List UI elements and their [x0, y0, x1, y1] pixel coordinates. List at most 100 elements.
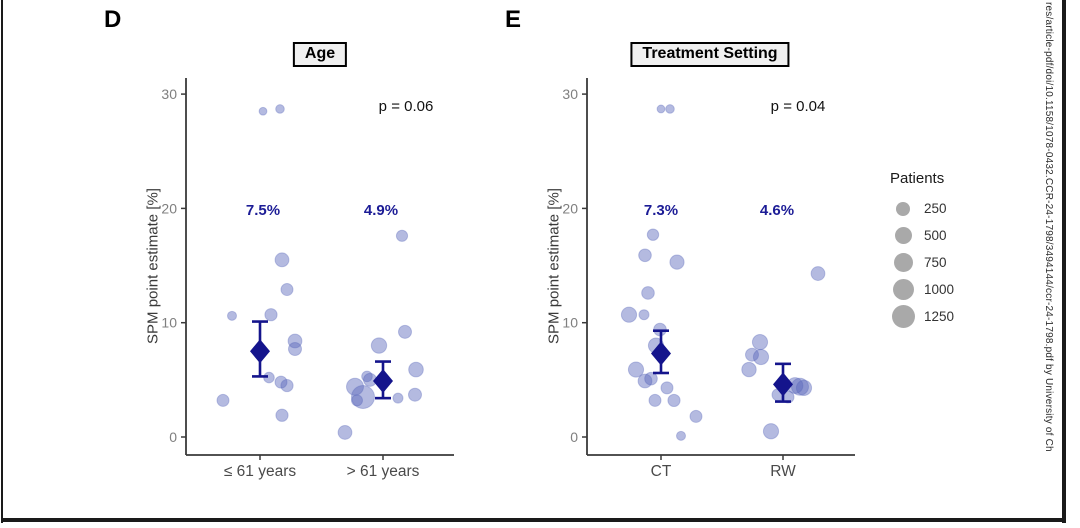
- scatter-point: [395, 229, 409, 242]
- scatter-point: [258, 106, 268, 116]
- scatter-point: [791, 377, 809, 396]
- legend-row: 1000: [888, 276, 1048, 303]
- mean-diamond: [373, 368, 393, 393]
- scatter-point: [638, 309, 650, 321]
- scatter-point: [751, 334, 769, 351]
- legend-bubble-cell: [888, 279, 918, 300]
- scatter-point: [762, 423, 780, 440]
- figure-border-bottom: [1, 518, 1066, 522]
- bubble-icon: [896, 201, 910, 216]
- scatter-point: [660, 381, 674, 395]
- y-tick-label: 0: [570, 429, 578, 445]
- bubble-icon: [891, 305, 915, 328]
- figure-border-left: [1, 0, 3, 523]
- panel-letter-e: E: [505, 6, 522, 33]
- scatter-point: [795, 379, 813, 396]
- scatter-point: [620, 306, 638, 323]
- p-value-treatment-setting: p = 0.04: [770, 98, 826, 115]
- estimate-label-le61: 7.5%: [245, 202, 281, 219]
- mean-diamond: [250, 339, 270, 364]
- estimate-label-gt61: 4.9%: [363, 202, 399, 219]
- y-tick-label: 30: [562, 86, 578, 102]
- x-category-label: ≤ 61 years: [224, 463, 297, 480]
- scatter-point: [745, 347, 759, 362]
- scatter-point: [216, 393, 230, 407]
- mean-diamond: [773, 372, 793, 397]
- estimate-label-rw: 4.6%: [759, 202, 795, 219]
- scatter-point: [392, 392, 404, 404]
- scatter-point: [287, 333, 303, 349]
- scatter-point: [741, 361, 757, 378]
- legend-bubble-cell: [888, 253, 918, 272]
- pdf-watermark-text: res/article-pdf/doi/10.1158/1078-0432.CC…: [1043, 2, 1054, 452]
- scatter-point: [346, 377, 364, 396]
- scatter-point: [280, 283, 294, 297]
- scatter-point: [337, 425, 353, 440]
- mean-diamond: [651, 341, 671, 366]
- scatter-point: [644, 371, 658, 386]
- y-tick-label: 20: [562, 200, 578, 216]
- legend-label: 750: [924, 255, 947, 270]
- scatter-point: [627, 361, 645, 378]
- scatter-point: [398, 324, 412, 339]
- scatter-point: [637, 373, 653, 389]
- scatter-point: [638, 248, 652, 263]
- legend-bubble-cell: [888, 305, 918, 328]
- legend-row: 750: [888, 249, 1048, 276]
- bubble-size-legend: Patients 250 500 750 1000 1250: [888, 170, 1048, 330]
- panel-title-age: Age: [292, 42, 348, 67]
- scatter-point: [408, 387, 422, 402]
- figure-border-right: [1062, 0, 1066, 523]
- scatter-point: [646, 228, 660, 241]
- scatter-point: [648, 393, 662, 407]
- bubble-icon: [892, 279, 914, 300]
- y-tick-label: 10: [562, 315, 578, 331]
- scatter-point: [752, 348, 770, 366]
- estimate-label-ct: 7.3%: [643, 202, 679, 219]
- x-category-label: > 61 years: [347, 463, 420, 480]
- scatter-point: [288, 341, 302, 356]
- x-category-label: RW: [770, 463, 796, 480]
- bubble-icon: [894, 227, 912, 244]
- panel-letter-d: D: [104, 6, 122, 33]
- legend-row: 500: [888, 222, 1048, 249]
- scatter-point: [669, 254, 685, 270]
- scatter-point: [656, 104, 666, 114]
- scatter-point: [408, 361, 424, 378]
- x-category-label: CT: [651, 463, 672, 480]
- legend-row: 1250: [888, 303, 1048, 330]
- y-tick-label: 10: [161, 315, 177, 331]
- scatter-point: [641, 286, 655, 300]
- scatter-point: [689, 409, 703, 423]
- legend-row: 250: [888, 195, 1048, 222]
- legend-bubble-cell: [888, 227, 918, 244]
- scatter-point: [810, 266, 826, 281]
- scatter-point: [351, 384, 375, 409]
- scatter-point: [370, 337, 388, 354]
- legend-bubble-cell: [888, 201, 918, 216]
- p-value-age: p = 0.06: [378, 98, 434, 115]
- panel-title-treatment-setting: Treatment Setting: [630, 42, 790, 67]
- y-axis-label-treatment: SPM point estimate [%]: [545, 188, 563, 344]
- scatter-point: [227, 310, 237, 321]
- scatter-point: [351, 394, 363, 407]
- legend-label: 500: [924, 228, 947, 243]
- scatter-point: [280, 378, 294, 393]
- legend-label: 1250: [924, 309, 955, 324]
- scatter-point: [676, 430, 686, 441]
- y-tick-label: 0: [169, 429, 177, 445]
- legend-label: 250: [924, 201, 947, 216]
- scatter-point: [264, 308, 278, 322]
- scatter-point: [274, 252, 290, 268]
- legend-label: 1000: [924, 282, 955, 297]
- y-axis-label-age: SPM point estimate [%]: [144, 188, 162, 344]
- bubble-icon: [893, 253, 913, 272]
- panel-E-chart: 0 10 20 30 CT RW: [562, 78, 855, 480]
- scatter-point: [665, 104, 675, 114]
- scatter-point: [274, 375, 288, 389]
- scatter-point: [275, 104, 285, 114]
- legend-title: Patients: [890, 170, 945, 187]
- y-tick-label: 30: [161, 86, 177, 102]
- scatter-point: [361, 370, 373, 383]
